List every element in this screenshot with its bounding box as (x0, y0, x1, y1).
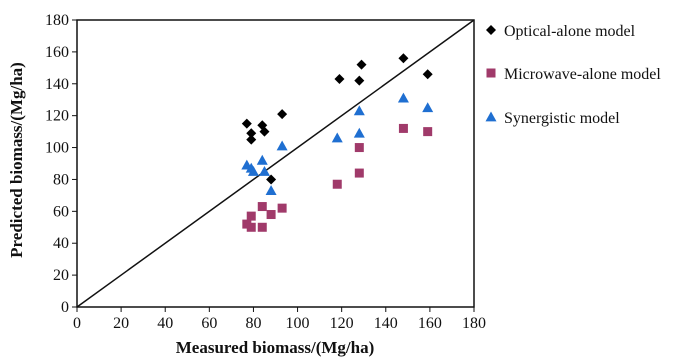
legend: Optical-alone model Microwave-alone model… (485, 23, 661, 127)
data-point-square (246, 211, 256, 221)
data-point-diamond (259, 126, 270, 137)
x-tick-label: 120 (330, 315, 354, 332)
data-point-square (277, 203, 287, 213)
x-tick-label: 160 (418, 315, 442, 332)
tick-layer: 0 20 40 60 80 100 120 140 160 180 0 20 40 60 80 100 120 1… (45, 12, 486, 332)
legend-marker-triangle (485, 111, 497, 122)
x-tick-label: 80 (245, 315, 261, 332)
one-to-one-line (76, 19, 475, 308)
x-tick-label: 100 (286, 315, 310, 332)
y-tick-label: 180 (45, 12, 69, 29)
y-tick-label: 20 (53, 267, 69, 284)
data-point-diamond (266, 174, 277, 185)
x-tick-label: 180 (462, 315, 486, 332)
y-tick-label: 0 (61, 299, 69, 316)
data-point-triangle (397, 92, 409, 103)
reference-line-layer (76, 19, 475, 308)
data-point-triangle (256, 154, 268, 165)
data-point-diamond (277, 109, 288, 120)
legend-label: Microwave-alone model (504, 66, 661, 83)
series-diamond (241, 53, 433, 185)
data-point-square (423, 127, 433, 137)
data-point-diamond (354, 75, 365, 86)
y-tick-label: 140 (45, 76, 69, 93)
data-point-triangle (353, 105, 365, 116)
x-axis-title: Measured biomass/(Mg/ha) (176, 338, 375, 357)
data-point-triangle (247, 165, 259, 176)
data-point-triangle (258, 165, 270, 176)
series-triangle (241, 92, 434, 196)
data-point-square (332, 179, 342, 189)
data-point-square (354, 168, 364, 178)
data-point-triangle (276, 140, 288, 151)
data-point-square (257, 222, 267, 232)
plot-frame (76, 19, 475, 308)
legend-marker-square (486, 68, 496, 78)
data-point-diamond (422, 69, 433, 80)
x-tick-label: 0 (73, 315, 81, 332)
data-point-diamond (246, 128, 257, 139)
legend-marker-diamond (486, 25, 496, 35)
x-tick-label: 140 (374, 315, 398, 332)
data-point-diamond (356, 59, 367, 70)
y-tick-label: 160 (45, 44, 69, 61)
data-point-triangle (331, 132, 343, 143)
data-point-square (266, 210, 276, 220)
data-point-triangle (265, 185, 277, 196)
data-point-diamond (246, 134, 257, 145)
data-point-diamond (334, 73, 345, 84)
data-point-triangle (353, 127, 365, 138)
legend-label: Synergistic model (504, 110, 620, 127)
legend-label: Optical-alone model (504, 23, 636, 40)
x-tick-label: 20 (113, 315, 129, 332)
data-point-square (354, 143, 364, 153)
series-square (242, 123, 433, 232)
y-tick-label: 80 (53, 171, 69, 188)
data-point-square (398, 123, 408, 133)
data-point-diamond (241, 118, 252, 129)
data-point-square (246, 222, 256, 232)
y-tick-label: 40 (53, 235, 69, 252)
y-tick-label: 120 (45, 108, 69, 125)
y-tick-label: 60 (53, 203, 69, 220)
data-points-layer (241, 53, 434, 232)
legend-item: Synergistic model (485, 110, 620, 127)
legend-item: Microwave-alone model (486, 66, 661, 83)
data-point-diamond (398, 53, 409, 64)
data-point-square (257, 202, 267, 212)
data-point-diamond (257, 120, 268, 131)
x-tick-label: 40 (157, 315, 173, 332)
y-tick-label: 100 (45, 140, 69, 157)
data-point-triangle (422, 102, 434, 113)
legend-item: Optical-alone model (486, 23, 636, 40)
x-tick-label: 60 (201, 315, 217, 332)
y-axis-title: Predicted biomass/(Mg/ha) (7, 62, 26, 258)
